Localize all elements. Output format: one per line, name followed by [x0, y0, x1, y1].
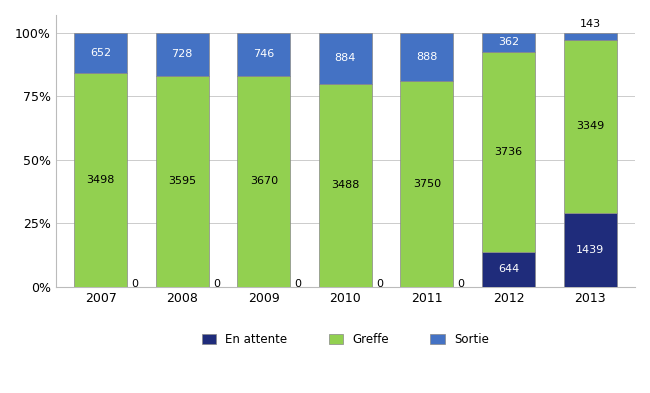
Text: 1439: 1439	[576, 245, 604, 255]
Text: 0: 0	[376, 279, 383, 289]
Bar	[400, 33, 454, 81]
Bar	[74, 73, 127, 287]
Text: 3750: 3750	[413, 179, 441, 189]
Bar	[564, 33, 617, 40]
Text: 884: 884	[335, 53, 356, 63]
Text: 888: 888	[416, 52, 437, 62]
Text: 728: 728	[172, 49, 193, 59]
Bar	[482, 52, 535, 252]
Text: 644: 644	[498, 264, 519, 274]
Text: 0: 0	[213, 279, 220, 289]
Bar	[156, 75, 209, 287]
Bar	[482, 252, 535, 287]
Text: 652: 652	[90, 48, 111, 58]
Text: 143: 143	[580, 19, 601, 29]
Text: 3670: 3670	[250, 176, 278, 186]
Legend: En attente, Greffe, Sortie: En attente, Greffe, Sortie	[197, 328, 493, 351]
Bar	[156, 33, 209, 75]
Bar	[482, 33, 535, 52]
Text: 362: 362	[498, 37, 519, 48]
Text: 746: 746	[253, 49, 274, 59]
Bar	[564, 40, 617, 213]
Bar	[319, 84, 372, 287]
Text: 3736: 3736	[495, 147, 523, 157]
Bar	[237, 33, 291, 76]
Bar	[74, 33, 127, 73]
Text: 0: 0	[458, 279, 465, 289]
Bar	[237, 76, 291, 287]
Text: 3595: 3595	[168, 176, 196, 186]
Text: 0: 0	[294, 279, 302, 289]
Text: 0: 0	[131, 279, 138, 289]
Bar	[400, 81, 454, 287]
Text: 3488: 3488	[332, 180, 359, 191]
Bar	[564, 213, 617, 287]
Bar	[319, 33, 372, 84]
Text: 3349: 3349	[576, 121, 604, 131]
Text: 3498: 3498	[86, 175, 115, 185]
